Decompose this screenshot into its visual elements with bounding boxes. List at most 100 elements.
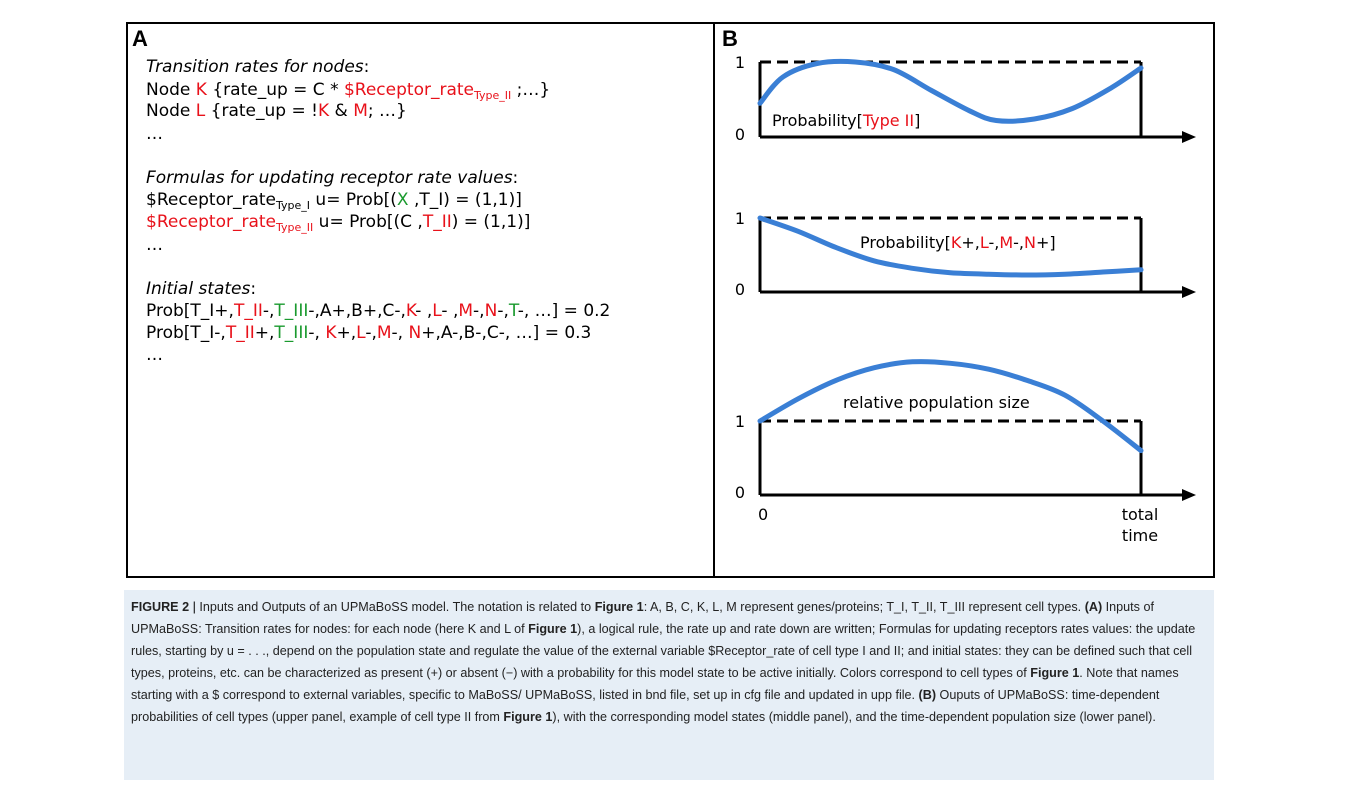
caption-emphasis: Figure 1 [503,710,553,724]
panel-a-segment: +, [336,323,357,343]
plot-upper: 1 0 Probability[Type II] [735,53,1196,144]
panel-a-line: Node K {rate_up = C * $Receptor_rateType… [146,80,551,102]
plot-label-part: M [999,233,1013,252]
plot-label-part: +, [961,233,980,252]
panel-a-segment: M [458,301,474,321]
x-axis-arrow-icon [1182,286,1196,298]
y-tick-0: 0 [735,280,745,299]
panel-a-segment: -, [262,301,275,321]
plot-label-part: +] [1036,233,1056,252]
panel-a-segment: T_III [274,323,309,343]
panel-a-segment: N [484,301,498,321]
caption-emphasis: Figure 1 [594,600,644,614]
panel-a-segment: - , [415,301,433,321]
plot-label-part: -, [988,233,999,252]
panel-a-segment: Prob[T_I-, [146,323,226,343]
panel-a-segment: -, [308,323,326,343]
panel-a-segment: & [329,101,354,121]
caption-text: Inputs and Outputs of an UPMaBoSS model.… [199,600,595,614]
panel-a-segment: K [405,301,416,321]
panel-a-segment: +, [254,323,275,343]
series-curve [757,58,1144,124]
panel-a-segment: $Receptor_rate [146,212,277,232]
panel-a-segment: T_III [274,301,309,321]
panel-a-segment: : [363,57,370,77]
caption-sep: | [189,600,200,614]
caption-text: Inputs of UPMaBoSS: Transition rates for… [131,600,1154,636]
panel-a-segment: +,A-,B-,C-, …] = 0.3 [421,323,592,343]
panel-a-segment: K [317,101,330,121]
panel-a-line: $Receptor_rateType_II u= Prob[(C ,T_II) … [146,212,530,233]
panel-b-letter: B [722,26,738,51]
y-tick-1: 1 [735,209,745,228]
panel-a-segment: - , [441,301,459,321]
x-tick-end-line1: total [1122,505,1159,524]
plot-label-part: N [1024,233,1036,252]
panel-a-segment: ,T_I) = (1,1)] [408,190,522,210]
panel-a-segment: : [512,168,519,188]
figure-caption: FIGURE 2 | Inputs and Outputs of an UPMa… [124,590,1214,780]
panel-a-segment: $Receptor_rate [343,80,474,100]
plot-label-part: -, [1013,233,1024,252]
panel-a-segment: Initial states [146,279,251,299]
panel-a-line: … [146,345,163,365]
panel-a-line: … [146,235,163,255]
panel-a-segment: M [376,323,392,343]
panel-a-segment: : [250,279,257,299]
panel-a-segment: -, [365,323,377,343]
panel-a-segment: Type_II [474,89,512,102]
panel-a-segment: Transition rates for nodes [146,57,364,77]
x-axis-arrow-icon [1182,489,1196,501]
plot-label: Probability[Type II] [772,111,920,130]
x-tick-end-line2: time [1122,526,1158,545]
y-tick-1: 1 [735,53,745,72]
caption-emphasis: Figure 1 [528,622,578,636]
panel-a-segment: N [408,323,422,343]
panel-a-segment: Type_I [276,199,311,212]
plot-lower: 1 0 relative population size 0 total time [735,359,1196,545]
panel-a-segment: u= Prob[( [310,190,397,210]
panel-a-segment: {rate_up = C * [206,80,344,100]
plot-label-part: L [980,233,989,252]
caption-emphasis: Figure 1 [1030,666,1080,680]
caption-body: Inputs and Outputs of an UPMaBoSS model.… [131,600,1195,724]
panel-a-segment: K [195,80,207,100]
panel-a-segment: L [432,301,442,321]
panel-a-segment: ; …} [367,101,407,121]
plot-label: Probability[K+,L-,M-,N+] [860,233,1056,252]
panel-a-segment: T_II [225,323,255,343]
plot-label-part: Type II [862,111,914,130]
panel-a-segment: L [356,323,366,343]
caption-emphasis: (B) [918,688,937,702]
plot-label-part: relative population size [843,393,1030,412]
x-tick-start: 0 [758,505,768,524]
figure-frame [126,22,1215,578]
caption-text: . Note that names starting with a $ corr… [131,666,1179,702]
panel-a-segment: K [325,323,337,343]
series-curve [757,215,1144,278]
panel-a-line: Prob[T_I+,T_II-,T_III-,A+,B+,C-,K- ,L- ,… [146,301,610,321]
y-tick-0: 0 [735,483,745,502]
plot-label-part: Probability[ [772,111,863,130]
panel-a-line: Prob[T_I-,T_II+,T_III-, K+,L-,M-, N+,A-,… [146,323,591,343]
panel-a-segment: -, [473,301,485,321]
panel-a-line: Transition rates for nodes: [146,57,369,77]
y-tick-1: 1 [735,412,745,431]
caption-text: Ouputs of UPMaBoSS: time-dependent proba… [131,688,1160,724]
panel-a-segment: ;…} [511,80,551,100]
series-curve [757,359,1144,454]
caption-label: FIGURE 2 [131,600,190,614]
panel-a-segment: … [146,345,163,365]
panel-a-segment: -, [391,323,409,343]
panel-a-segment: Node [146,80,196,100]
caption-text: : A, B, C, K, L, M represent genes/prote… [643,600,1085,614]
panel-a-segment: Prob[T_I+, [146,301,234,321]
plot-label: relative population size [843,393,1030,412]
panel-a-segment: -,A+,B+,C-, [308,301,406,321]
caption-emphasis: (A) [1084,600,1103,614]
panel-a-segment: -, [497,301,509,321]
panel-a-line: … [146,124,163,144]
panel-a-segment: L [195,101,206,121]
panel-a-segment: u= Prob[(C , [313,212,423,232]
